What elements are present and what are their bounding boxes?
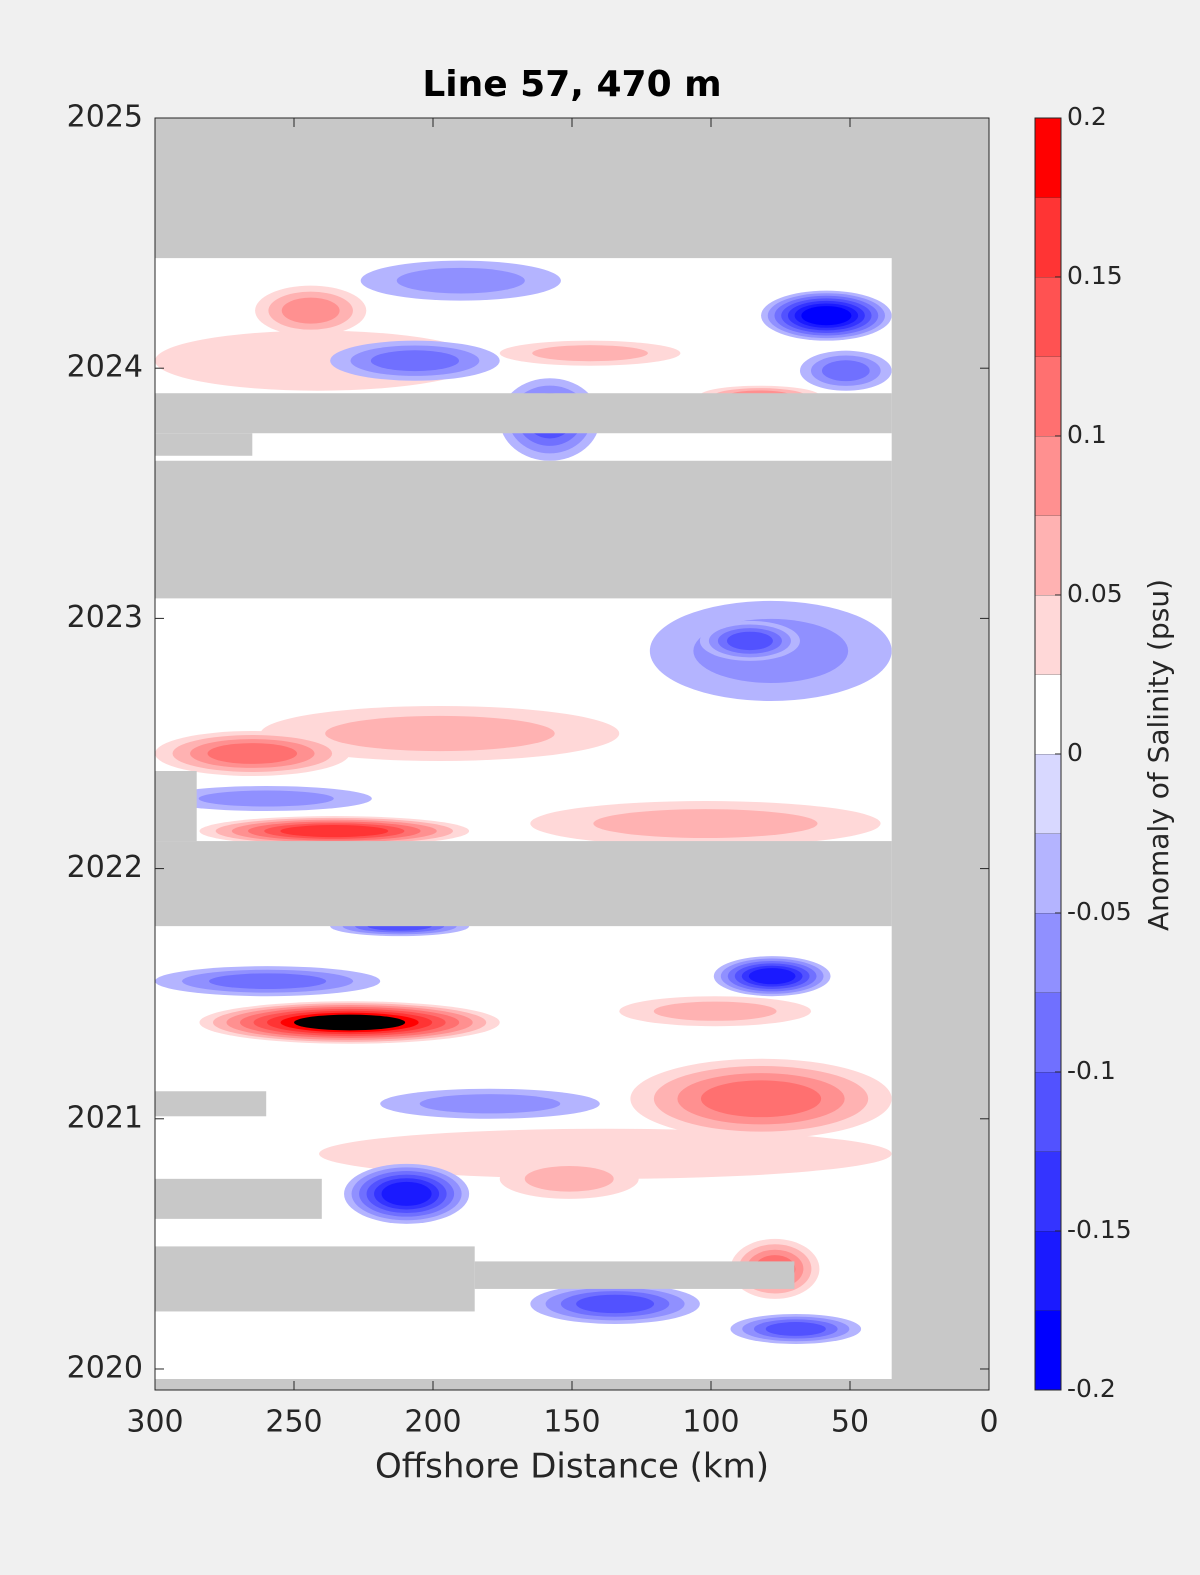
colorbar-band — [1035, 277, 1061, 357]
colorbar-band — [1035, 118, 1061, 198]
missing-gap — [155, 433, 253, 456]
colorbar-tick-label: 0.15 — [1067, 261, 1123, 290]
contour-region — [294, 1014, 406, 1031]
colorbar-band — [1035, 1151, 1061, 1231]
y-tick-label: 2021 — [67, 1100, 143, 1135]
x-tick-label: 50 — [831, 1405, 869, 1440]
colorbar-tick-label: -0.2 — [1067, 1374, 1116, 1403]
contour-region — [370, 350, 460, 372]
contour-region — [821, 360, 870, 382]
contour-region — [532, 345, 648, 362]
missing-gap — [155, 1246, 475, 1312]
colorbar-band — [1035, 992, 1061, 1072]
contour-region — [207, 743, 298, 764]
colorbar-band — [1035, 356, 1061, 436]
colorbar-label: Anomaly of Salinity (psu) — [1142, 579, 1175, 931]
y-tick-label: 2023 — [67, 600, 143, 635]
missing-gap — [155, 771, 197, 842]
contour-region — [319, 1128, 892, 1179]
contour-region — [700, 1080, 822, 1118]
x-tick-label: 0 — [979, 1405, 998, 1440]
colorbar-band — [1035, 913, 1061, 993]
colorbar-band — [1035, 595, 1061, 675]
colorbar-tick-label: -0.05 — [1067, 897, 1132, 926]
contour-region — [281, 297, 340, 324]
colorbar-band — [1035, 1310, 1061, 1390]
y-tick-label: 2025 — [67, 100, 143, 135]
contour-region — [325, 715, 555, 752]
x-tick-label: 300 — [126, 1405, 183, 1440]
x-tick-label: 250 — [265, 1405, 322, 1440]
colorbar-band — [1035, 674, 1061, 754]
contour-region — [726, 631, 773, 651]
x-tick-label: 150 — [543, 1405, 600, 1440]
contour-region — [209, 973, 327, 989]
contour-region — [524, 1166, 614, 1192]
contour-region — [198, 790, 334, 807]
colorbar-band — [1035, 1072, 1061, 1152]
x-tick-label: 100 — [682, 1405, 739, 1440]
colorbar-tick-label: 0.1 — [1067, 420, 1107, 449]
contour-region — [419, 1094, 561, 1114]
contour-region — [765, 1322, 826, 1336]
missing-gap — [155, 1178, 322, 1219]
contour-region — [593, 809, 818, 838]
colorbar-band — [1035, 1231, 1061, 1311]
missing-gap — [155, 841, 892, 927]
colorbar-tick-label: 0 — [1067, 738, 1083, 767]
contour-region — [381, 1181, 432, 1206]
x-axis-label: Offshore Distance (km) — [375, 1447, 769, 1487]
missing-gap — [155, 460, 892, 599]
contour-region — [576, 1294, 655, 1314]
missing-gap — [474, 1261, 795, 1289]
x-tick-label: 200 — [404, 1405, 461, 1440]
colorbar-band — [1035, 197, 1061, 277]
missing-gap — [155, 393, 892, 434]
colorbar-band — [1035, 754, 1061, 834]
colorbar-band — [1035, 833, 1061, 913]
colorbar-band — [1035, 515, 1061, 595]
contour-field — [155, 260, 892, 1344]
colorbar-tick-label: 0.2 — [1067, 102, 1107, 131]
y-tick-label: 2022 — [67, 850, 143, 885]
chart-title: Line 57, 470 m — [422, 64, 721, 105]
colorbar-band — [1035, 436, 1061, 516]
contour-region — [653, 1001, 777, 1021]
y-tick-label: 2020 — [67, 1350, 143, 1385]
contour-region — [748, 968, 796, 985]
y-tick-label: 2024 — [67, 350, 143, 385]
contour-region — [801, 306, 852, 326]
contour-region — [396, 267, 525, 294]
colorbar-tick-label: 0.05 — [1067, 579, 1123, 608]
contour-region — [280, 825, 389, 838]
missing-gap — [155, 1091, 267, 1117]
colorbar-tick-label: -0.15 — [1067, 1215, 1132, 1244]
colorbar-tick-label: -0.1 — [1067, 1056, 1116, 1085]
